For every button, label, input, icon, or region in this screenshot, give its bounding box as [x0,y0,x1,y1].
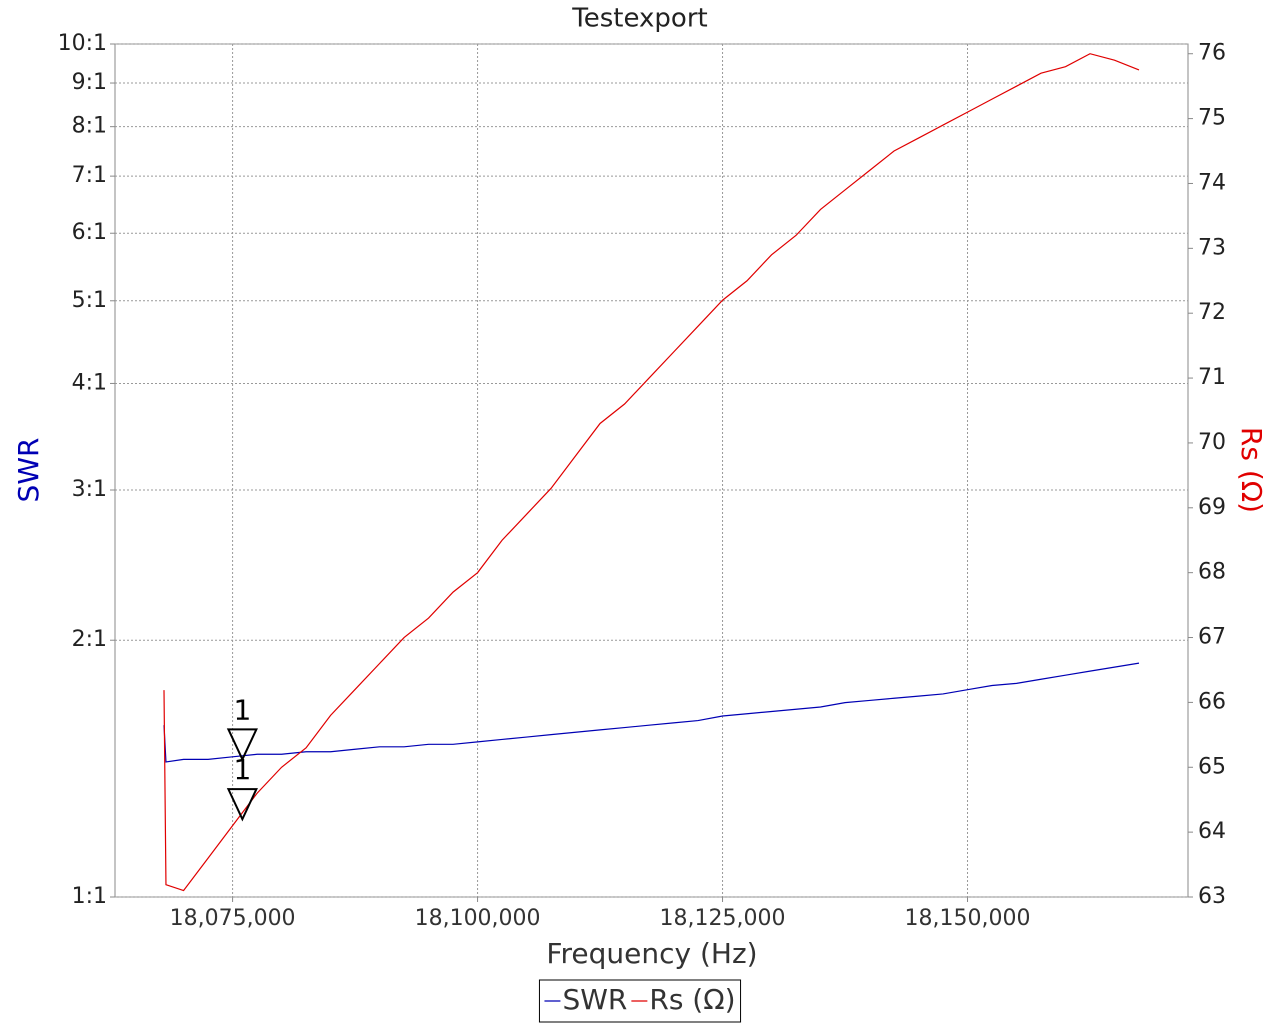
legend: SWR Rs (Ω) [538,979,742,1023]
y-tick-label: 3:1 [72,477,107,502]
marker-triangle [226,788,258,822]
x-tick-label: 18,150,000 [905,906,1031,931]
y2-tick-label: 63 [1198,884,1226,909]
y-tick-label: 8:1 [72,114,107,139]
chart-title: Testexport [571,4,707,34]
y-tick-label: 2:1 [72,627,107,652]
y2-tick-label: 66 [1198,689,1226,714]
y2-tick-label: 67 [1198,625,1226,650]
y2-tick-label: 69 [1198,495,1226,520]
y-tick-label: 4:1 [72,370,107,395]
y-tick-label: 1:1 [72,884,107,909]
y2-tick-label: 64 [1198,819,1226,844]
y2-tick-label: 74 [1198,170,1226,195]
y2-tick-label: 70 [1198,430,1226,455]
y2-tick-label: 76 [1198,41,1226,66]
marker-triangle [226,728,258,762]
plot-frame [114,43,1189,898]
marker-label: 1 [233,753,251,786]
y-tick-label: 7:1 [72,163,107,188]
y2-tick-label: 73 [1198,235,1226,260]
legend-label: SWR [562,983,627,1016]
x-tick-label: 18,100,000 [415,906,541,931]
marker-label: 1 [233,693,251,726]
y-tick-label: 10:1 [58,31,107,56]
y2-tick-label: 75 [1198,106,1226,131]
y-tick-label: 5:1 [72,288,107,313]
y2-axis-title: Rs (Ω) [1235,427,1268,513]
y-axis-title: SWR [12,438,45,503]
y2-tick-label: 72 [1198,300,1226,325]
legend-label: Rs (Ω) [649,983,735,1016]
x-tick-label: 18,125,000 [660,906,786,931]
y-tick-label: 9:1 [72,70,107,95]
series-line [163,53,1140,892]
x-axis-title: Frequency (Hz) [546,937,757,970]
y-tick-label: 6:1 [72,220,107,245]
y2-tick-label: 65 [1198,754,1226,779]
x-tick-label: 18,075,000 [170,906,296,931]
y2-tick-label: 68 [1198,560,1226,585]
series-line [163,662,1140,763]
y2-tick-label: 71 [1198,365,1226,390]
